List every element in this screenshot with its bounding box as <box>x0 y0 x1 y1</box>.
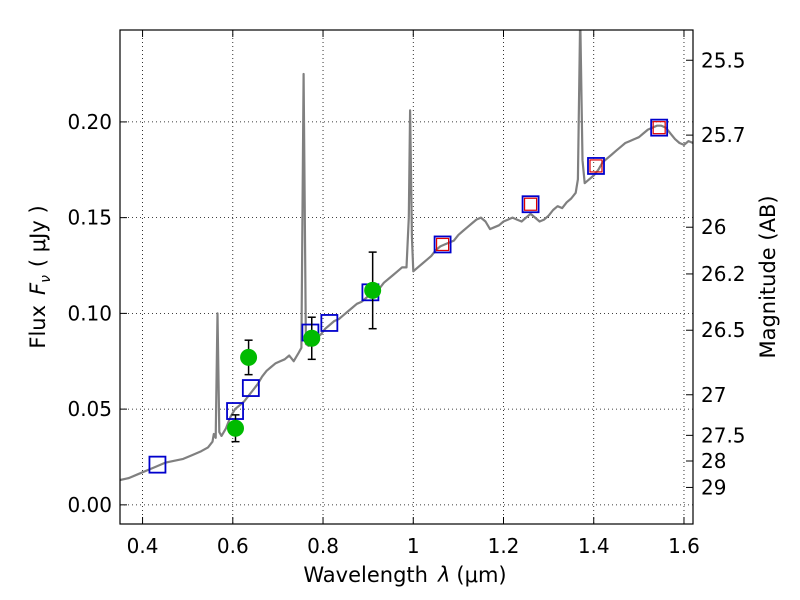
grid <box>120 30 693 524</box>
y-tick-label: 0.15 <box>67 206 112 230</box>
x-tick-label: 0.4 <box>127 534 159 558</box>
mag-tick-label: 26.5 <box>701 318 746 342</box>
mag-tick-label: 26.2 <box>701 262 746 286</box>
y-tick-label: 0.05 <box>67 397 112 421</box>
observed-photometry-square <box>435 237 450 252</box>
x-tick-label: 1.4 <box>578 534 610 558</box>
y-axis-label: Flux Fν ( μJy ) <box>26 205 54 348</box>
y-axis-label-symbol: F <box>26 282 50 295</box>
observed-photometry-square <box>589 159 603 173</box>
x-axis-label-symbol: λ <box>437 563 450 587</box>
mag-tick-label: 28 <box>701 449 726 473</box>
x-tick-label: 1.6 <box>668 534 700 558</box>
observed-photometry-point <box>303 329 321 347</box>
y-axis-label-prefix: Flux <box>26 305 50 349</box>
plot-frame <box>119 29 694 525</box>
observed-photometry-point <box>240 348 258 366</box>
synthetic-photometry-point <box>650 118 669 137</box>
synthetic-photometry-point <box>433 235 452 254</box>
mag-tick-label: 29 <box>701 475 726 499</box>
mag-tick-label: 26 <box>701 215 726 239</box>
observed-photometry-point <box>364 281 382 299</box>
x-tick-label: 0.8 <box>307 534 339 558</box>
mag-tick-label: 27.5 <box>701 423 746 447</box>
right-axis-label: Magnitude (AB) <box>756 195 780 358</box>
x-tick-label: 1.2 <box>488 534 520 558</box>
spectrum-line <box>120 30 693 482</box>
mag-tick-label: 27 <box>701 383 726 407</box>
synthetic-photometry-point <box>241 379 260 397</box>
synthetic-photometry-point <box>148 455 167 474</box>
x-tick-label: 0.6 <box>217 534 249 558</box>
x-axis-label-unit: (μm) <box>456 563 506 587</box>
synthetic-photometry-point <box>521 195 540 214</box>
x-tick-label: 1 <box>407 534 420 558</box>
y-tick-label: 0.00 <box>67 493 112 517</box>
mag-tick-label: 25.5 <box>701 48 746 72</box>
synthetic-photometry-point <box>320 314 339 332</box>
observed-photometry-square <box>523 197 538 211</box>
mag-tick-label: 25.7 <box>701 123 746 147</box>
series-layer <box>120 30 693 482</box>
observed-photometry-point <box>227 419 245 437</box>
x-axis-label: Wavelength λ (μm) <box>303 563 506 587</box>
observed-photometry-square <box>652 121 666 135</box>
y-tick-label: 0.10 <box>67 301 112 325</box>
x-axis-label-prefix: Wavelength <box>303 563 428 587</box>
y-axis-label-sub: ν <box>38 275 54 283</box>
y-axis-label-unit: ( μJy ) <box>26 205 50 267</box>
y-tick-label: 0.20 <box>67 110 112 134</box>
synthetic-photometry-point <box>587 157 605 175</box>
ticks: 0.4 0.6 0.8 1 1.2 1.4 1.6 0.00 0.05 0.10 0.15 0.20 2… <box>67 30 746 558</box>
